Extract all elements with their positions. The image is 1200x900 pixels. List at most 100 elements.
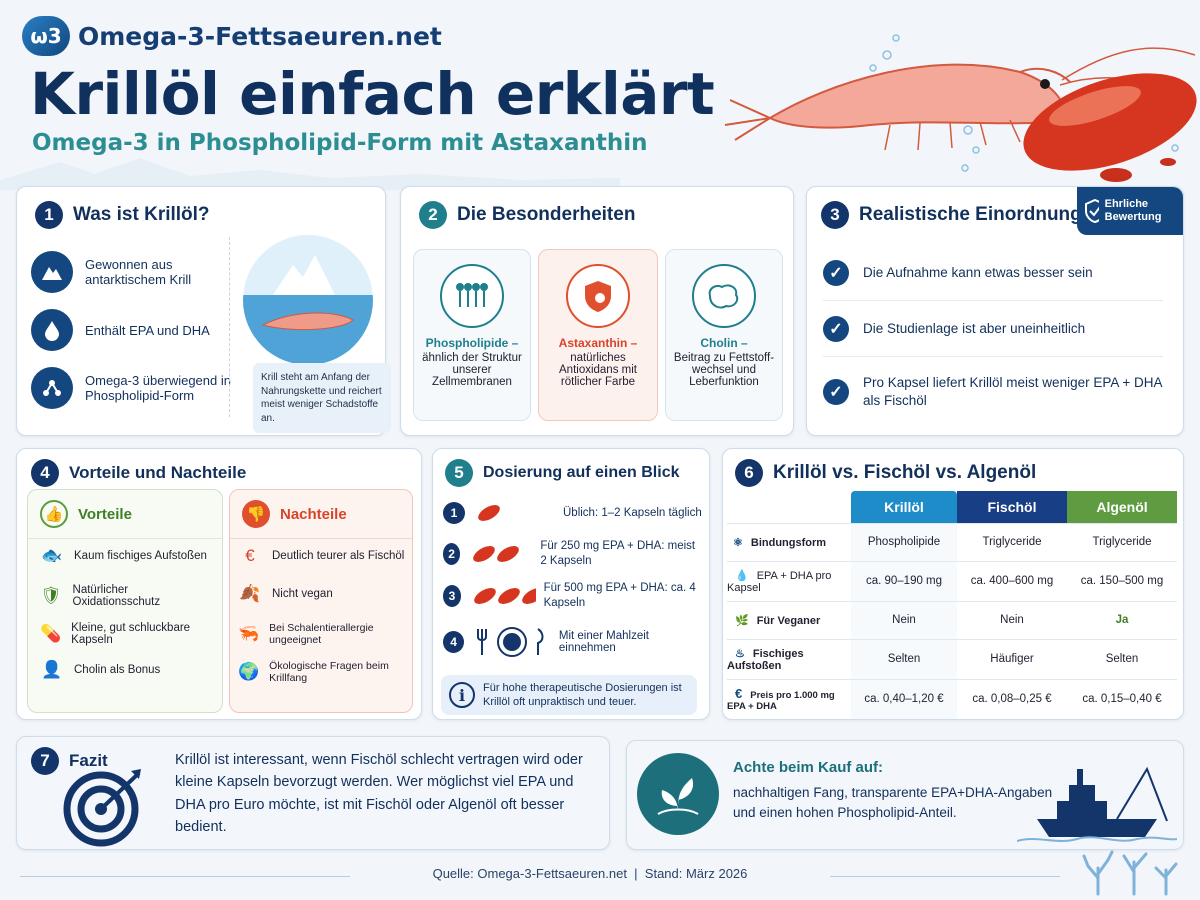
feature-heading: Cholin – (700, 336, 748, 350)
table-cell: Ja (1115, 614, 1129, 626)
section-7-header: 7 Fazit (31, 747, 108, 775)
shrimp-icon: 🦐 (238, 624, 260, 643)
table-cell: Triglyceride (982, 536, 1042, 548)
note-text: Für hohe therapeutische Dosierungen ist … (483, 681, 682, 708)
section-6-header: 6 Krillöl vs. Fischöl vs. Algenöl (735, 459, 1036, 487)
head-icon: 👤 (41, 660, 63, 679)
dosage-step: 1 Üblich: 1–2 Kapseln täglich (443, 499, 703, 527)
feature-card-phospholipids: Phospholipide – ähnlich der Struktur uns… (413, 249, 531, 421)
comparison-table: Krillöl Fischöl Algenöl ⚛ Bindungsform Ph… (727, 491, 1177, 719)
leaf-icon: 🍂 (239, 584, 261, 603)
assessment-text: Pro Kapsel liefert Krillöl meist weniger… (863, 374, 1162, 408)
list-item: Enthält EPA und DHA (31, 301, 231, 359)
feature-text: natürliches Antioxidans mit rötlicher Fa… (559, 352, 637, 388)
step-text: Für 500 mg EPA + DHA: ca. 4 Kapseln (543, 582, 696, 609)
section-number: 2 (419, 201, 447, 229)
pro-text: Cholin als Bonus (74, 664, 161, 676)
dosage-step: 2 Für 250 mg EPA + DHA: meist 2 Kapseln (443, 537, 703, 571)
leaf-icon: 🌿 (735, 614, 749, 627)
plate-cutlery-icon (477, 627, 544, 657)
dosage-step: 4 Mit einer Mahlzeit einnehmen (443, 625, 703, 659)
section-dosage: 5 Dosierung auf einen Blick 1 Üblich: 1–… (432, 448, 710, 720)
feature-heading: Phospholipide – (425, 336, 519, 350)
list-item: Omega-3 überwiegend in Phospholipid-Form (31, 359, 231, 417)
dosage-step: 3 Für 500 mg EPA + DHA: ca. 4 Kapseln (443, 579, 703, 613)
page-subtitle: Omega-3 in Phospholipid-Form mit Astaxan… (32, 130, 648, 156)
drop-icon: 💧 (735, 569, 749, 582)
section-4-header: 4 Vorteile und Nachteile (31, 459, 246, 487)
capsule-icon (478, 505, 500, 521)
tip-text: nachhaltigen Fang, transparente EPA+DHA-… (733, 785, 1053, 821)
check-icon: ✓ (823, 315, 849, 342)
table-cell: Phospholipide (851, 523, 957, 561)
dosage-note: i Für hohe therapeutische Dosierungen is… (441, 675, 697, 715)
krill-capsule-illustration (724, 34, 1197, 182)
col-fish: Fischöl (957, 491, 1067, 523)
tip-title: Achte beim Kauf auf: (733, 759, 884, 776)
cons-header: 👎 Nachteile (230, 490, 412, 539)
feature-list: Gewonnen aus antarktischem Krill Enthält… (31, 243, 231, 417)
list-item: 🐟 Kaum fischiges Aufstoßen (40, 546, 210, 566)
table-cell: ca. 90–190 mg (851, 561, 957, 601)
molecule-icon: ⚛ (733, 536, 743, 549)
section-3-header: 3 Realistische Einordnung (821, 201, 1082, 229)
section-title: Die Besonderheiten (457, 204, 636, 225)
brain-liver-icon (692, 264, 756, 328)
table-row: € Preis pro 1.000 mg EPA + DHA ca. 0,40–1… (727, 679, 1177, 719)
list-item: ✓ Pro Kapsel liefert Krillöl meist wenig… (823, 357, 1163, 427)
capsule-icon (1023, 73, 1197, 182)
con-text: Nicht vegan (272, 588, 333, 600)
step-number: 3 (443, 585, 461, 607)
pros-header: 👍 Vorteile (28, 490, 222, 539)
row-label: € Preis pro 1.000 mg EPA + DHA (727, 686, 835, 713)
table-row: ⚛ Bindungsform Phospholipide Triglyceride… (727, 523, 1177, 561)
feature-card-astaxanthin: Astaxanthin – natürliches Antioxidans mi… (538, 249, 658, 421)
table-cell: ca. 0,08–0,25 € (972, 693, 1052, 706)
con-text: Bei Schalentierallergie ungeeignet (269, 622, 374, 646)
section-conclusion: 7 Fazit Krillöl ist interessant, wenn Fi… (16, 736, 610, 850)
list-item: 👤 Cholin als Bonus (40, 660, 210, 680)
table-cell: Nein (851, 601, 957, 639)
thumbs-down-icon: 👎 (242, 500, 270, 528)
step-text: Üblich: 1–2 Kapseln täglich (563, 507, 702, 519)
table-cell: ca. 400–600 mg (970, 575, 1054, 587)
site-brand[interactable]: ω3 Omega-3-Fettsaeuren.net (22, 16, 442, 56)
list-item: 💊 Kleine, gut schluckbare Kapseln (40, 622, 210, 646)
list-item: 🍂 Nicht vegan (238, 584, 408, 604)
pro-text: Natürlicher Oxidationsschutz (72, 584, 161, 608)
section-realistic-assessment: 3 Realistische Einordnung Ehrliche Bewer… (806, 186, 1184, 436)
footer-line-left (20, 876, 350, 877)
section-title: Was ist Krillöl? (73, 204, 210, 225)
section-number: 4 (31, 459, 59, 487)
table-row: ♨ Fischiges Aufstoßen Selten Häufiger Sel… (727, 639, 1177, 679)
shield-icon: 🛡 (40, 586, 63, 605)
feature-text: Beitrag zu Fettstoff-wechsel und Leberfu… (673, 352, 775, 388)
site-name: Omega-3-Fettsaeuren.net (78, 21, 442, 51)
purchase-tip: Achte beim Kauf auf: nachhaltigen Fang, … (626, 740, 1184, 850)
assessment-text: Die Studienlage ist aber uneinheitlich (863, 321, 1086, 336)
divider (229, 237, 230, 417)
table-row: 💧 EPA + DHA pro Kapsel ca. 90–190 mg ca. … (727, 561, 1177, 601)
cons-panel: 👎 Nachteile € Deutlich teurer als Fischöl… (229, 489, 413, 713)
honest-rating-badge: Ehrliche Bewertung (1077, 187, 1183, 235)
capsule-icon: 💊 (40, 624, 62, 643)
table-cell: ca. 0,40–1,20 € (851, 679, 957, 719)
assessment-text: Die Aufnahme kann etwas besser sein (863, 265, 1093, 280)
table-cell: Nein (1000, 614, 1024, 626)
section-5-header: 5 Dosierung auf einen Blick (445, 459, 679, 487)
check-icon: ✓ (823, 379, 849, 405)
iceberg-icon (31, 251, 73, 293)
feature-text: Omega-3 überwiegend in Phospholipid-Form (85, 373, 231, 403)
section-number: 6 (735, 459, 763, 487)
antarctic-krill-image (243, 235, 373, 365)
section-comparison: 6 Krillöl vs. Fischöl vs. Algenöl Krillö… (722, 448, 1184, 720)
feature-text: ähnlich der Struktur unserer Zellmembran… (422, 352, 522, 388)
step-number: 2 (443, 543, 461, 565)
section-pros-cons: 4 Vorteile und Nachteile 👍 Vorteile 🐟 Kau… (16, 448, 422, 720)
page-title: Krillöl einfach erklärt (30, 60, 715, 128)
omega3-logo: ω3 (22, 16, 70, 56)
list-item: 🌍 Ökologische Fragen beim Krillfang (238, 660, 408, 684)
sustainable-leaf-icon (637, 753, 719, 835)
row-label: 💧 EPA + DHA pro Kapsel (727, 569, 832, 594)
feature-heading: Astaxanthin – (558, 336, 638, 350)
